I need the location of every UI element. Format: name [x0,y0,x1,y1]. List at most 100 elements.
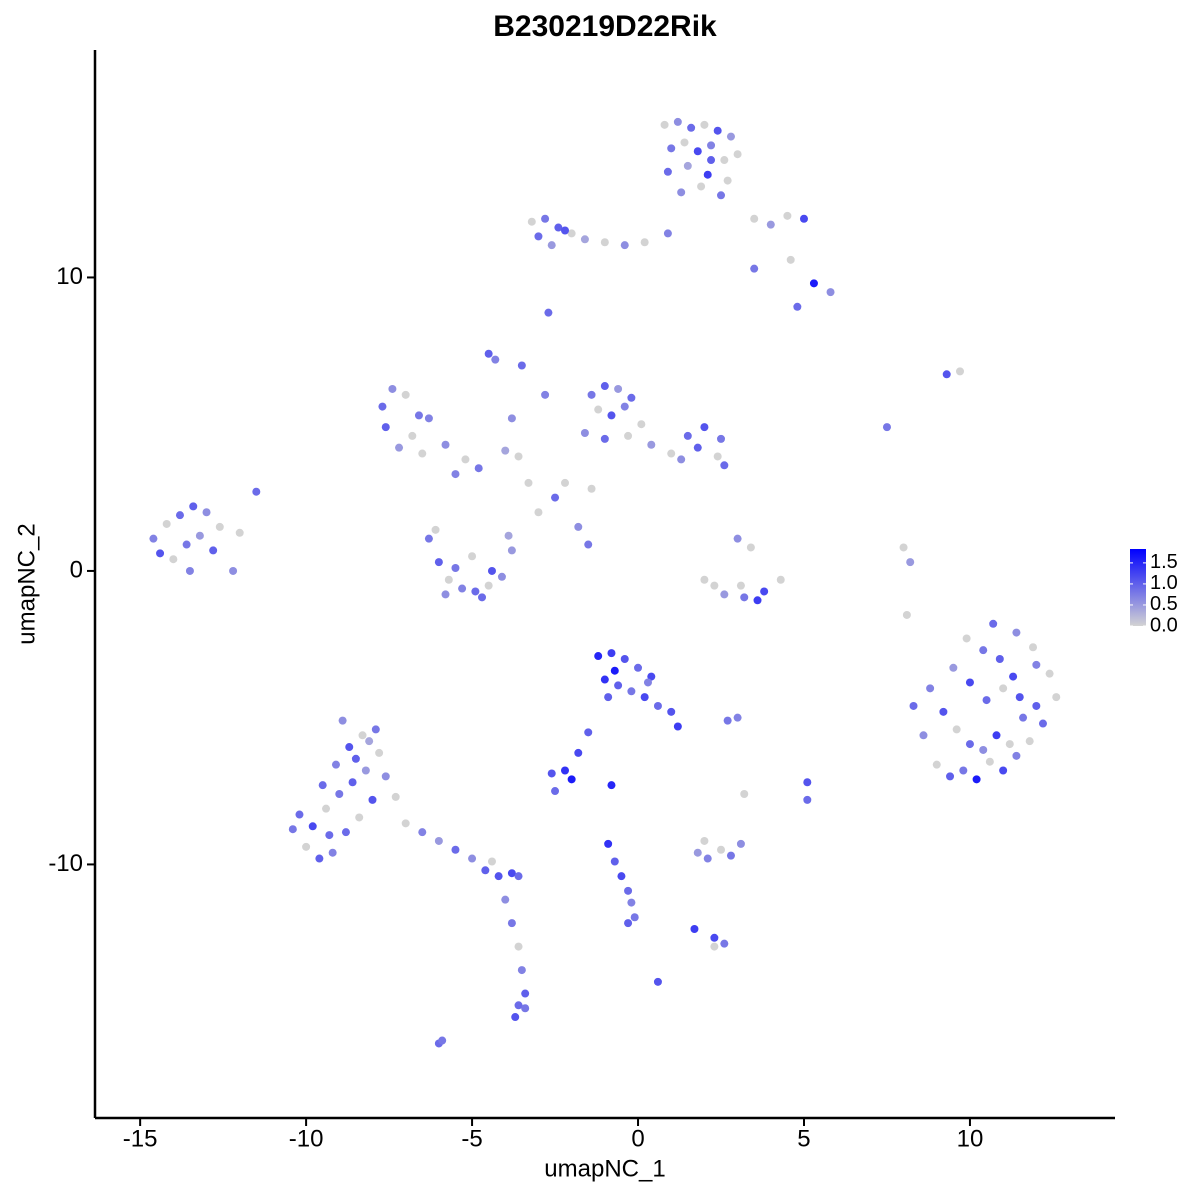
cell-point [693,147,702,156]
cell-point [388,384,397,393]
cell-point [338,716,347,725]
cell-point [156,549,165,558]
cell-point [919,731,928,740]
cell-point [932,760,941,769]
cell-point [1045,669,1054,678]
cell-point [418,828,427,837]
cell-point [617,872,626,881]
cell-point [424,534,433,543]
cell-point [514,1001,523,1010]
cell-point [474,464,483,473]
cell-point [169,555,178,564]
cell-point [776,575,785,584]
x-tick-label: -10 [289,1125,324,1152]
cell-point [584,540,593,549]
cell-point [438,1036,447,1045]
cell-point [926,684,935,693]
cell-point [643,678,652,687]
cell-point [717,434,726,443]
cell-point [507,546,516,555]
cell-point [653,701,662,710]
x-tick-label: -5 [461,1125,482,1152]
cell-point [667,449,676,458]
cell-point [799,214,808,223]
cell-point [663,167,672,176]
cell-point [487,857,496,866]
cell-point [673,722,682,731]
cell-point [793,302,802,311]
cell-point [647,440,656,449]
cell-point [561,766,570,775]
cell-point [653,977,662,986]
cell-point [451,845,460,854]
cell-point [1005,740,1014,749]
cell-point [182,540,191,549]
cell-point [959,766,968,775]
cell-point [723,176,732,185]
cell-point [517,966,526,975]
cell-point [760,587,769,596]
cell-point [717,845,726,854]
cell-point [395,443,404,452]
x-tick-label: 5 [797,1125,810,1152]
cell-point [707,156,716,165]
cell-point [610,857,619,866]
cell-point [507,414,516,423]
cell-point [175,511,184,520]
cell-point [620,402,629,411]
cell-point [750,214,759,223]
cell-point [209,546,218,555]
cell-point [826,288,835,297]
cell-point [331,760,340,769]
cell-point [355,813,364,822]
cell-point [683,431,692,440]
cell-point [710,581,719,590]
cell-point [1012,751,1021,760]
cell-point [351,754,360,763]
cell-point [434,558,443,567]
cell-point [677,455,686,464]
cell-point [803,795,812,804]
cell-point [574,748,583,757]
cell-point [215,522,224,531]
cell-point [185,566,194,575]
cell-point [202,508,211,517]
cell-point [494,872,503,881]
cell-point [458,584,467,593]
cell-point [511,1013,520,1022]
cell-point [726,851,735,860]
cell-point [328,848,337,857]
cell-point [195,531,204,540]
cell-point [989,619,998,628]
cell-point [478,593,487,602]
cell-point [487,566,496,575]
cell-point [939,707,948,716]
cell-point [431,525,440,534]
cell-point [235,528,244,537]
cell-point [322,804,331,813]
cell-point [288,825,297,834]
cell-point [444,575,453,584]
cell-point [700,836,709,845]
cell-point [401,390,410,399]
cell-point [414,411,423,420]
cell-point [740,593,749,602]
cell-point [610,666,619,675]
cell-point [693,443,702,452]
cell-point [551,787,560,796]
cell-point [521,1004,530,1013]
cell-point [441,440,450,449]
cell-point [637,420,646,429]
cell-point [600,382,609,391]
cell-point [906,558,915,567]
cell-point [624,886,633,895]
cell-point [809,279,818,288]
cell-point [541,390,550,399]
cell-point [361,766,370,775]
cell-point [634,663,643,672]
cell-point [554,223,563,232]
cell-point [949,663,958,672]
cell-point [229,566,238,575]
cell-point [803,778,812,787]
